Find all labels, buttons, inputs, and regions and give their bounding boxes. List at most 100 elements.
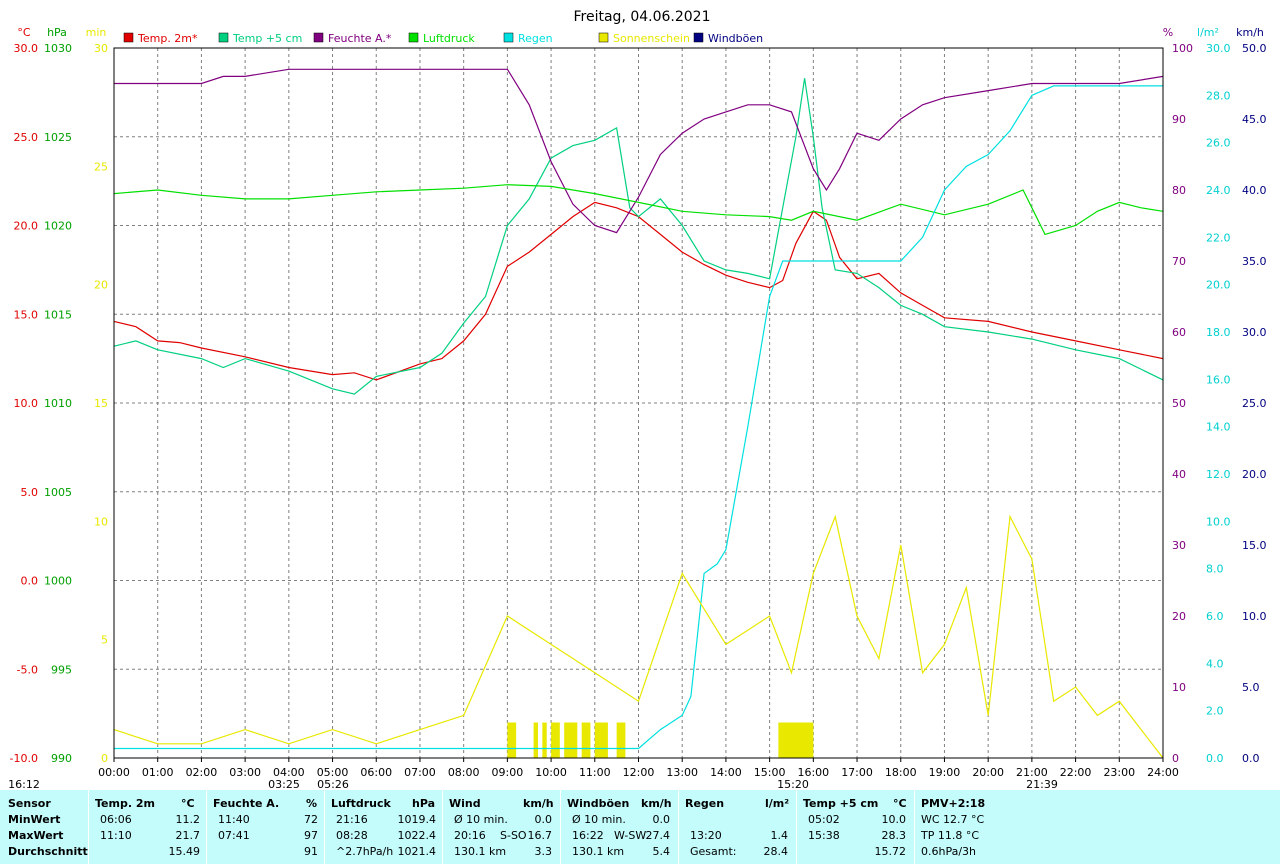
- tick-label-wind: 40.0: [1242, 184, 1267, 197]
- sunshine-bar: [616, 722, 626, 758]
- x-tick-label: 09:00: [492, 766, 524, 779]
- x-tick-label: 23:00: [1103, 766, 1135, 779]
- tick-label-pressure: 1015: [44, 308, 72, 321]
- legend-swatch: [313, 32, 324, 43]
- x-tick-label: 11:00: [579, 766, 611, 779]
- x-tick-label: 05:00: [317, 766, 349, 779]
- table-cell-gust_d: W-SW: [614, 829, 647, 842]
- sunshine-bar: [581, 722, 591, 758]
- table-cell-t5_v: 10.0: [881, 813, 907, 826]
- tick-label-rain: 6.0: [1206, 610, 1224, 623]
- tick-label-humidity: 90: [1172, 113, 1186, 126]
- table-cell-t5_v: 28.3: [881, 829, 907, 842]
- tick-label-wind: 15.0: [1242, 539, 1267, 552]
- tick-label-rain: 28.0: [1206, 89, 1231, 102]
- legend-swatch: [693, 32, 704, 43]
- table-cell-gust_v: 0.0: [652, 813, 671, 826]
- tick-label-temp: -5.0: [17, 663, 38, 676]
- table-cell-press_t: 21:16: [336, 813, 368, 826]
- tick-label-temp: 15.0: [14, 308, 39, 321]
- time-label: 16:12: [8, 778, 40, 790]
- tick-label-rain: 12.0: [1206, 468, 1231, 481]
- legend-label: Temp. 2m*: [137, 32, 198, 45]
- series-line: [113, 514, 1164, 759]
- header-rain-unit: l/m²: [765, 797, 790, 810]
- tick-label-pressure: 995: [51, 663, 72, 676]
- tick-label-pressure: 1030: [44, 42, 72, 55]
- sunshine-bar: [778, 722, 814, 758]
- x-tick-label: 15:00: [754, 766, 786, 779]
- x-tick-label: 22:00: [1060, 766, 1092, 779]
- table-cell-wind_v: 16.7: [527, 829, 553, 842]
- table-cell-temp_v: 11.2: [175, 813, 201, 826]
- tick-label-sunshine: 20: [94, 279, 108, 292]
- x-tick-label: 02:00: [186, 766, 218, 779]
- table-cell-t5_t: 15:38: [808, 829, 840, 842]
- header-rain: Regen: [685, 797, 725, 810]
- header-humidity-unit: %: [306, 797, 318, 810]
- header-sensor: Sensor: [8, 797, 51, 810]
- table-cell-label: Durchschnitt: [8, 845, 88, 858]
- header-wind-unit: km/h: [523, 797, 554, 810]
- sunshine-bar: [533, 722, 538, 758]
- legend: Temp. 2m* Temp +5 cm Feuchte A.* Luftdruck R…: [123, 32, 763, 45]
- tick-label-sunshine: 5: [101, 634, 108, 647]
- table-cell-wind_a: Ø 10 min.: [454, 813, 508, 826]
- tick-label-rain: 20.0: [1206, 279, 1231, 292]
- grid: [114, 48, 1163, 758]
- x-tick-label: 07:00: [404, 766, 436, 779]
- table-cell-wind_v: 3.3: [534, 845, 553, 858]
- tick-label-wind: 20.0: [1242, 468, 1267, 481]
- x-tick-label: 20:00: [972, 766, 1004, 779]
- table-cell-hum_v: 91: [304, 845, 318, 858]
- axis-unit-humidity: %: [1163, 26, 1173, 39]
- tick-label-rain: 24.0: [1206, 184, 1231, 197]
- tick-label-humidity: 10: [1172, 681, 1186, 694]
- tick-label-sunshine: 10: [94, 515, 108, 528]
- header-humidity: Feuchte A.: [213, 797, 280, 810]
- tick-label-rain: 2.0: [1206, 705, 1224, 718]
- table-cell-wind_v: 0.0: [534, 813, 553, 826]
- tick-label-rain: 8.0: [1206, 563, 1224, 576]
- x-tick-label: 00:00: [98, 766, 130, 779]
- tick-label-wind: 5.0: [1242, 681, 1260, 694]
- tick-label-rain: 22.0: [1206, 231, 1231, 244]
- tick-label-rain: 10.0: [1206, 515, 1231, 528]
- tick-label-pressure: 1000: [44, 575, 72, 588]
- table-cell-rain_v: 1.4: [770, 829, 789, 842]
- series-line: [113, 184, 1164, 236]
- table-cell-hum_t: 11:40: [218, 813, 250, 826]
- x-axis: 00:00 01:00 02:00 03:00 04:00 05:00 06:00 07:00…: [98, 758, 1179, 779]
- table-cell-wind_d: S-SO: [500, 829, 527, 842]
- tick-label-wind: 35.0: [1242, 255, 1267, 268]
- tick-label-rain: 14.0: [1206, 421, 1231, 434]
- tick-label-humidity: 20: [1172, 610, 1186, 623]
- table-cell-pmv: TP 11.8 °C: [921, 829, 980, 842]
- tick-label-humidity: 60: [1172, 326, 1186, 339]
- x-tick-label: 24:00: [1147, 766, 1179, 779]
- x-tick-label: 03:00: [229, 766, 261, 779]
- tick-label-sunshine: 0: [101, 752, 108, 765]
- tick-label-wind: 50.0: [1242, 42, 1267, 55]
- tick-label-pressure: 990: [51, 752, 72, 765]
- legend-label: Temp +5 cm: [232, 32, 302, 45]
- table-cell-hum_v: 72: [304, 813, 318, 826]
- x-tick-label: 04:00: [273, 766, 305, 779]
- sunshine-bar: [594, 722, 608, 758]
- table-cell-temp_t: 11:10: [100, 829, 132, 842]
- tick-label-rain: 16.0: [1206, 373, 1231, 386]
- tick-label-humidity: 50: [1172, 397, 1186, 410]
- table-cell-label: MaxWert: [8, 829, 64, 842]
- table-cell-label: MinWert: [8, 813, 61, 826]
- series-lines: [113, 68, 1164, 759]
- sunshine-bars: [507, 722, 814, 758]
- x-tick-label: 16:00: [797, 766, 829, 779]
- statistics-table: Sensor Temp. 2m °C Feuchte A. % Luftdruc…: [0, 790, 1280, 864]
- x-tick-label: 06:00: [360, 766, 392, 779]
- header-gust-unit: km/h: [641, 797, 672, 810]
- tick-label-temp: 0.0: [21, 575, 39, 588]
- tick-label-wind: 45.0: [1242, 113, 1267, 126]
- axis-unit-sunshine: min: [86, 26, 107, 39]
- x-tick-label: 12:00: [623, 766, 655, 779]
- tick-label-temp: 5.0: [21, 486, 39, 499]
